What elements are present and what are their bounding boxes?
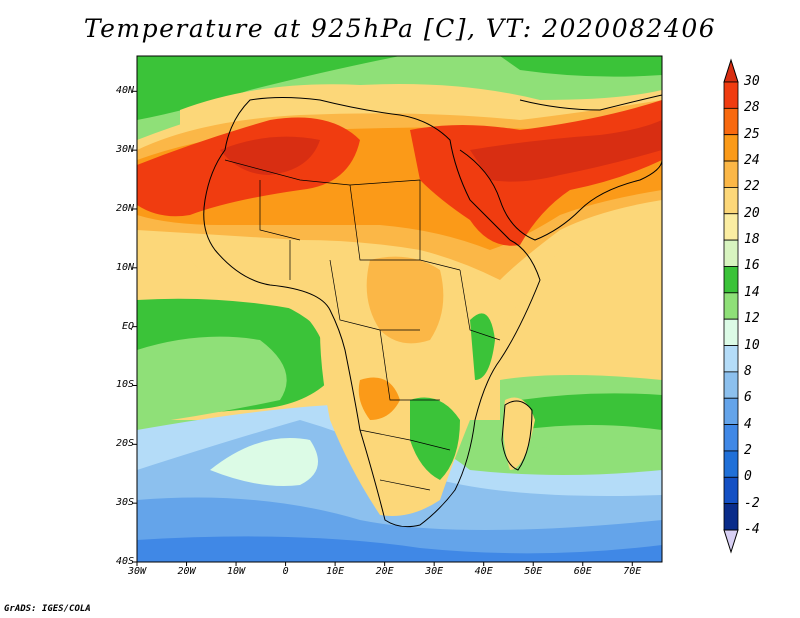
lat-tick-label: EQ xyxy=(121,320,134,332)
colorbar-swatch xyxy=(723,187,739,215)
lon-tick-label: 20W xyxy=(177,566,196,577)
lat-tick-label: 20N xyxy=(115,202,134,214)
colorbar-level-label: 0 xyxy=(744,469,752,485)
lon-tick-label: 30W xyxy=(127,566,147,577)
colorbar-level-label: 22 xyxy=(744,179,760,195)
colorbar-bottom-arrow xyxy=(723,529,739,554)
colorbar-level-label: 30 xyxy=(744,74,760,89)
colorbar-level-label: 25 xyxy=(744,126,760,142)
lon-tick-label: 40E xyxy=(474,566,493,577)
lat-tick-label: 10S xyxy=(115,379,134,391)
lat-tick-label: 40N xyxy=(115,85,134,97)
country-borders xyxy=(224,159,501,491)
coastlines xyxy=(203,94,663,528)
lat-tick-label: 20S xyxy=(115,438,134,450)
colorbar-swatch xyxy=(723,292,739,320)
colorbar-level-label: 12 xyxy=(744,311,760,327)
colorbar-level-label: 4 xyxy=(744,416,752,432)
colorbar-level-label: 10 xyxy=(744,337,760,353)
colorbar-swatch xyxy=(723,266,739,294)
colorbar-swatch xyxy=(723,318,739,346)
colorbar-level-label: 6 xyxy=(744,390,752,406)
temperature-field xyxy=(137,56,662,562)
colorbar-swatch xyxy=(723,239,739,267)
lon-tick-label: 10E xyxy=(326,566,345,577)
lat-tick-label: 30S xyxy=(115,497,134,509)
colorbar-swatch xyxy=(723,476,739,505)
lon-tick-label: 0 xyxy=(282,566,289,577)
colorbar-swatch xyxy=(723,450,739,478)
lon-tick-label: 30E xyxy=(425,566,444,577)
lon-tick-label: 60E xyxy=(573,566,592,577)
lon-tick-label: 10W xyxy=(227,566,246,577)
map-frame xyxy=(136,55,663,563)
colorbar-swatch xyxy=(723,134,739,162)
colorbar-level-label: 28 xyxy=(744,100,760,116)
colorbar-level-label: 14 xyxy=(744,284,760,300)
colorbar xyxy=(723,58,739,554)
colorbar-level-label: 16 xyxy=(744,258,760,274)
colorbar-level-label: 20 xyxy=(744,205,760,221)
colorbar-swatch xyxy=(723,424,739,452)
colorbar-level-label: 24 xyxy=(744,153,760,169)
colorbar-top-arrow xyxy=(723,58,739,83)
colorbar-level-label: 2 xyxy=(744,442,752,458)
colorbar-swatch xyxy=(723,81,739,109)
colorbar-level-label: -2 xyxy=(744,495,760,511)
colorbar-swatch xyxy=(723,213,739,241)
colorbar-level-label: 18 xyxy=(744,232,760,248)
colorbar-swatch xyxy=(723,397,739,425)
colorbar-swatch xyxy=(723,107,739,136)
colorbar-swatch xyxy=(723,371,739,399)
lon-tick-label: 20E xyxy=(375,566,394,577)
lat-tick-label: 10N xyxy=(115,261,134,273)
lat-tick-label: 30N xyxy=(115,144,134,156)
map-title: Temperature at 925hPa [C], VT: 202008240… xyxy=(83,14,717,43)
colorbar-level-label: 8 xyxy=(744,363,752,379)
grads-credit: GrADS: IGES/COLA xyxy=(4,604,91,614)
lon-tick-label: 50E xyxy=(524,566,543,577)
colorbar-swatch xyxy=(723,345,739,373)
lon-tick-label: 70E xyxy=(623,566,642,577)
colorbar-swatch xyxy=(723,160,739,188)
colorbar-swatch xyxy=(723,503,739,531)
lat-tick-label: 40S xyxy=(115,556,134,567)
colorbar-level-label: -4 xyxy=(744,522,760,537)
